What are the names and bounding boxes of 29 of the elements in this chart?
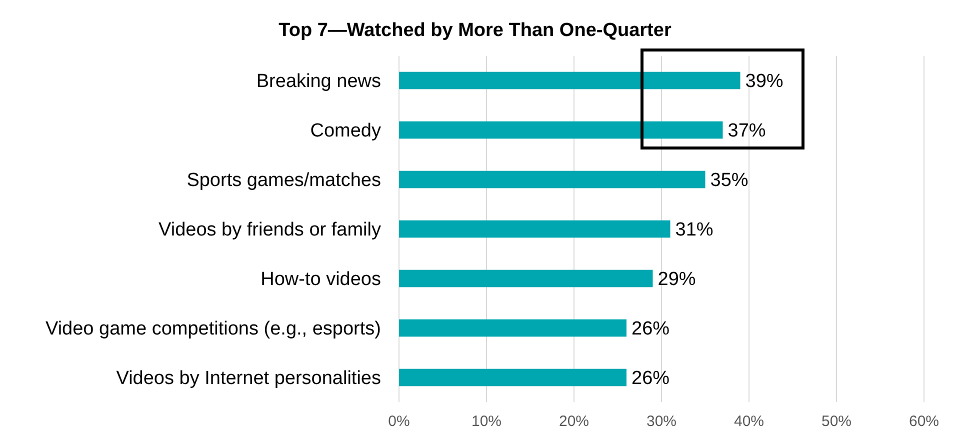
x-tick-label: 20%: [558, 413, 590, 430]
y-tick-label: Comedy: [310, 120, 382, 142]
bar: [399, 319, 626, 337]
y-tick-label: Breaking news: [256, 71, 381, 92]
y-tick-label: How-to videos: [260, 269, 381, 290]
data-label: 29%: [658, 269, 696, 290]
x-tick-label: 60%: [908, 413, 940, 430]
y-tick-label: Video game competitions (e.g., esports): [46, 318, 381, 340]
y-tick-label: Sports games/matches: [186, 170, 381, 192]
data-label: 26%: [632, 318, 670, 340]
data-label: 39%: [745, 71, 784, 92]
bar: [399, 270, 653, 288]
x-tick-label: 10%: [471, 413, 502, 430]
x-tick-label: 0%: [388, 413, 410, 430]
x-tick-label: 40%: [734, 413, 764, 430]
bar: [399, 170, 706, 188]
bar: [399, 220, 670, 238]
data-label: 35%: [710, 170, 748, 192]
data-label: 31%: [675, 220, 714, 241]
chart-title: Top 7—Watched by More Than One-Quarter: [278, 20, 672, 41]
x-tick-label: 30%: [646, 413, 677, 430]
data-label: 37%: [728, 120, 766, 142]
data-label: 26%: [632, 368, 670, 390]
bar: [399, 368, 626, 386]
y-tick-label: Videos by friends or family: [158, 220, 382, 241]
bar: [399, 121, 723, 139]
x-tick-label: 50%: [821, 413, 852, 430]
y-tick-label: Videos by Internet personalities: [116, 368, 381, 390]
bar: [399, 72, 740, 90]
